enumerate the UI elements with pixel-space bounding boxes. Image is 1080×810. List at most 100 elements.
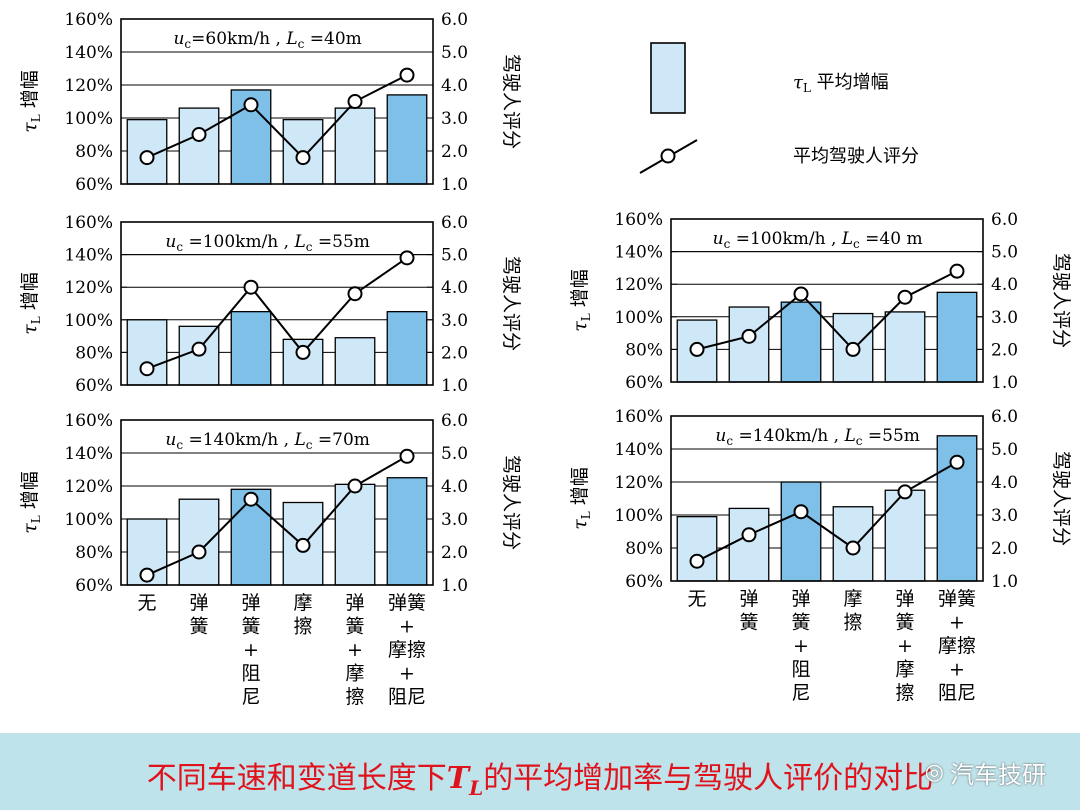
- legend-tau-sub: L: [803, 81, 811, 95]
- y-tick-label-right: 6.0: [441, 411, 468, 431]
- x-category-label: 摩擦: [938, 635, 976, 657]
- score-marker: [949, 263, 965, 279]
- annotation-u: u: [173, 29, 184, 49]
- annotation-u-sub: c: [176, 240, 183, 254]
- score-marker: [295, 150, 311, 166]
- annotation-u: u: [165, 232, 176, 252]
- score-marker: [139, 150, 155, 166]
- y-tick-label-right: 4.0: [441, 278, 468, 298]
- score-marker: [243, 491, 259, 507]
- y-tick-label-right: 5.0: [441, 43, 468, 63]
- y-tick-label-right: 5.0: [441, 246, 468, 266]
- score-marker: [845, 540, 861, 556]
- ylabel-tau: τ: [569, 519, 591, 530]
- y-tick-label-right: 6.0: [991, 210, 1018, 230]
- bar: [334, 483, 376, 586]
- caption-pre: 不同车速和变道长度下: [146, 761, 447, 796]
- y-axis-label-left: τL 增幅: [19, 471, 43, 534]
- ylabel-tau: τ: [19, 523, 41, 534]
- plot-frame: [120, 419, 434, 586]
- ylabel-text: 增幅: [569, 467, 591, 511]
- score-line: [696, 270, 958, 351]
- bar: [676, 516, 718, 582]
- y-axis-label-right: 驾驶人评分: [500, 256, 522, 351]
- score-marker: [399, 448, 415, 464]
- annotation-speed: =100km/h ,: [183, 232, 294, 252]
- x-category-label: 擦: [843, 612, 862, 634]
- x-category-label: 摩: [293, 592, 312, 614]
- y-tick-label-left: 100%: [64, 311, 113, 331]
- annotation-u-sub: c: [184, 37, 191, 51]
- score-marker: [897, 289, 913, 305]
- x-category-label: 擦: [345, 686, 364, 708]
- bar: [334, 337, 376, 386]
- y-tick-label-left: 120%: [614, 275, 663, 295]
- x-category-label: 弹: [241, 592, 260, 614]
- score-marker: [897, 484, 913, 500]
- y-tick-label-left: 160%: [64, 213, 113, 233]
- y-tick-label-left: 160%: [64, 10, 113, 30]
- x-category-label: 尼: [241, 686, 260, 708]
- annotation-l: L: [841, 229, 853, 249]
- annotation-u: u: [715, 426, 726, 446]
- y-tick-label-right: 2.0: [441, 343, 468, 363]
- y-tick-label-left: 100%: [614, 308, 663, 328]
- x-category-label: +: [399, 616, 415, 638]
- x-category-label: 擦: [895, 682, 914, 704]
- x-category-label: +: [347, 639, 363, 661]
- score-marker: [689, 553, 705, 569]
- x-category-label: 弹: [791, 588, 810, 610]
- ylabel-tau: τ: [569, 321, 591, 332]
- y-tick-label-right: 1.0: [991, 373, 1018, 393]
- x-category-label: 弹: [345, 592, 364, 614]
- bar: [178, 498, 220, 586]
- ylabel-tau-sub: L: [29, 316, 43, 324]
- plot-frame: [120, 18, 434, 185]
- score-line: [146, 455, 408, 577]
- y-tick-label-right: 5.0: [991, 243, 1018, 263]
- y-axis-label-right: 驾驶人评分: [500, 54, 522, 149]
- x-category-label: 阻尼: [938, 682, 976, 704]
- y-axis-label-right: 驾驶人评分: [1050, 253, 1072, 348]
- score-marker: [741, 527, 757, 543]
- legend-bar-label: τL 平均增幅: [793, 72, 889, 95]
- x-category-label: +: [949, 659, 965, 681]
- score-marker: [191, 544, 207, 560]
- ylabel-text: 增幅: [19, 471, 41, 515]
- x-category-label: 阻尼: [388, 686, 426, 708]
- annotation-length: =55m: [862, 426, 919, 446]
- annotation-u: u: [713, 229, 724, 249]
- figure-caption: 不同车速和变道长度下TL的平均增加率与驾驶人评价的对比: [0, 753, 1080, 800]
- bar: [936, 435, 978, 582]
- ylabel-tau-sub: L: [579, 511, 593, 519]
- y-tick-label-left: 80%: [625, 340, 663, 360]
- annotation-l: L: [285, 29, 297, 49]
- ylabel-tau-sub: L: [29, 515, 43, 523]
- x-category-label: 弹簧: [938, 588, 976, 610]
- score-marker: [793, 286, 809, 302]
- bar: [386, 94, 428, 185]
- annotation-l-sub: c: [856, 434, 863, 448]
- score-marker: [689, 341, 705, 357]
- y-tick-label-left: 140%: [64, 444, 113, 464]
- chart-panel-2: 60% 80% 100% 120% 140% 160% 1.0 2.0 3.0 4.0 5.0 6.0…: [19, 213, 522, 396]
- score-marker: [741, 328, 757, 344]
- annotation-speed: =100km/h ,: [730, 229, 841, 249]
- y-tick-label-left: 100%: [614, 506, 663, 526]
- chart-figure: 60% 80% 100% 120% 140% 160% 1.0 2.0 3.0 4.0 5.0 6.0…: [19, 10, 1072, 708]
- bar: [386, 310, 428, 386]
- y-tick-label-left: 60%: [625, 572, 663, 592]
- x-category-label: 摩: [345, 663, 364, 685]
- x-category-label: 阻: [791, 659, 810, 681]
- panel-annotation: uc =140km/h , Lc =55m: [715, 426, 920, 448]
- y-tick-label-right: 3.0: [991, 506, 1018, 526]
- legend-marker-swatch: [660, 148, 676, 164]
- y-tick-label-right: 2.0: [441, 142, 468, 162]
- chart-panel-3: 60% 80% 100% 120% 140% 160% 1.0 2.0 3.0 4.0 5.0 6.0…: [19, 411, 522, 596]
- y-tick-label-right: 2.0: [441, 543, 468, 563]
- annotation-u-sub: c: [724, 237, 731, 251]
- plot-frame: [670, 218, 984, 383]
- annotation-l-sub: c: [306, 240, 313, 254]
- x-category-label: 弹: [895, 588, 914, 610]
- annotation-l-sub: c: [306, 438, 313, 452]
